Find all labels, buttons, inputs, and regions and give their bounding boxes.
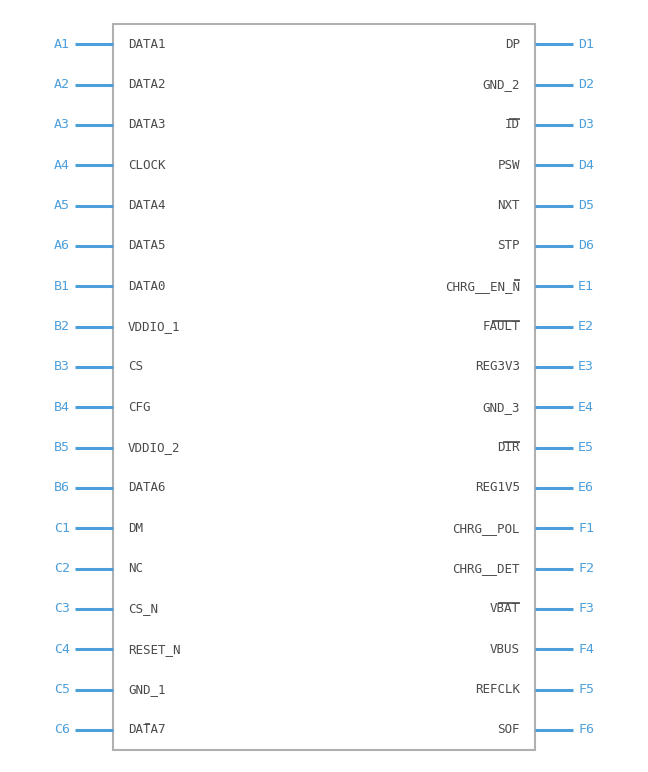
- Text: NC: NC: [128, 562, 143, 575]
- Text: CFG: CFG: [128, 401, 150, 414]
- Text: DATA3: DATA3: [128, 118, 165, 131]
- Text: ID: ID: [505, 118, 520, 131]
- Text: B6: B6: [54, 481, 70, 494]
- Text: C5: C5: [54, 683, 70, 696]
- Text: D5: D5: [578, 199, 594, 212]
- Text: SOF: SOF: [498, 723, 520, 736]
- Text: DATA7: DATA7: [128, 723, 165, 736]
- Text: DATA4: DATA4: [128, 199, 165, 212]
- Text: CHRG__EN_N: CHRG__EN_N: [445, 279, 520, 293]
- Text: DATA1: DATA1: [128, 38, 165, 51]
- Text: VDDIO_2: VDDIO_2: [128, 441, 181, 454]
- Text: A2: A2: [54, 78, 70, 91]
- Text: VBUS: VBUS: [490, 642, 520, 655]
- Text: STP: STP: [498, 239, 520, 252]
- Text: F2: F2: [578, 562, 594, 575]
- Text: DATA5: DATA5: [128, 239, 165, 252]
- Text: E5: E5: [578, 441, 594, 454]
- Text: REFCLK: REFCLK: [475, 683, 520, 696]
- Text: C4: C4: [54, 642, 70, 655]
- Text: A5: A5: [54, 199, 70, 212]
- Text: A6: A6: [54, 239, 70, 252]
- Text: GND_1: GND_1: [128, 683, 165, 696]
- Text: B3: B3: [54, 361, 70, 374]
- Text: CLOCK: CLOCK: [128, 159, 165, 171]
- Text: E2: E2: [578, 320, 594, 333]
- Text: C2: C2: [54, 562, 70, 575]
- Text: D6: D6: [578, 239, 594, 252]
- Text: B2: B2: [54, 320, 70, 333]
- Text: F6: F6: [578, 723, 594, 736]
- Text: CS_N: CS_N: [128, 602, 158, 615]
- Text: REG1V5: REG1V5: [475, 481, 520, 494]
- Text: A1: A1: [54, 38, 70, 51]
- Text: D2: D2: [578, 78, 594, 91]
- Text: GND_2: GND_2: [483, 78, 520, 91]
- Text: VDDIO_1: VDDIO_1: [128, 320, 181, 333]
- Bar: [113, 24, 535, 750]
- Text: E3: E3: [578, 361, 594, 374]
- Text: DATA0: DATA0: [128, 279, 165, 293]
- Text: F1: F1: [578, 522, 594, 535]
- Text: DATA6: DATA6: [128, 481, 165, 494]
- Text: PSW: PSW: [498, 159, 520, 171]
- Text: CS: CS: [128, 361, 143, 374]
- Text: FAULT: FAULT: [483, 320, 520, 333]
- Text: C3: C3: [54, 602, 70, 615]
- Text: E4: E4: [578, 401, 594, 414]
- Text: DIR: DIR: [498, 441, 520, 454]
- Text: B1: B1: [54, 279, 70, 293]
- Text: NXT: NXT: [498, 199, 520, 212]
- Text: D4: D4: [578, 159, 594, 171]
- Text: RESET_N: RESET_N: [128, 642, 181, 655]
- Text: E1: E1: [578, 279, 594, 293]
- Text: F5: F5: [578, 683, 594, 696]
- Text: A4: A4: [54, 159, 70, 171]
- Text: VBAT: VBAT: [490, 602, 520, 615]
- Text: DATA2: DATA2: [128, 78, 165, 91]
- Text: F3: F3: [578, 602, 594, 615]
- Text: DP: DP: [505, 38, 520, 51]
- Text: GND_3: GND_3: [483, 401, 520, 414]
- Text: CHRG__POL: CHRG__POL: [452, 522, 520, 535]
- Text: B5: B5: [54, 441, 70, 454]
- Text: D3: D3: [578, 118, 594, 131]
- Text: F4: F4: [578, 642, 594, 655]
- Text: DM: DM: [128, 522, 143, 535]
- Text: B4: B4: [54, 401, 70, 414]
- Text: E6: E6: [578, 481, 594, 494]
- Text: D1: D1: [578, 38, 594, 51]
- Text: C6: C6: [54, 723, 70, 736]
- Text: A3: A3: [54, 118, 70, 131]
- Text: REG3V3: REG3V3: [475, 361, 520, 374]
- Text: C1: C1: [54, 522, 70, 535]
- Text: CHRG__DET: CHRG__DET: [452, 562, 520, 575]
